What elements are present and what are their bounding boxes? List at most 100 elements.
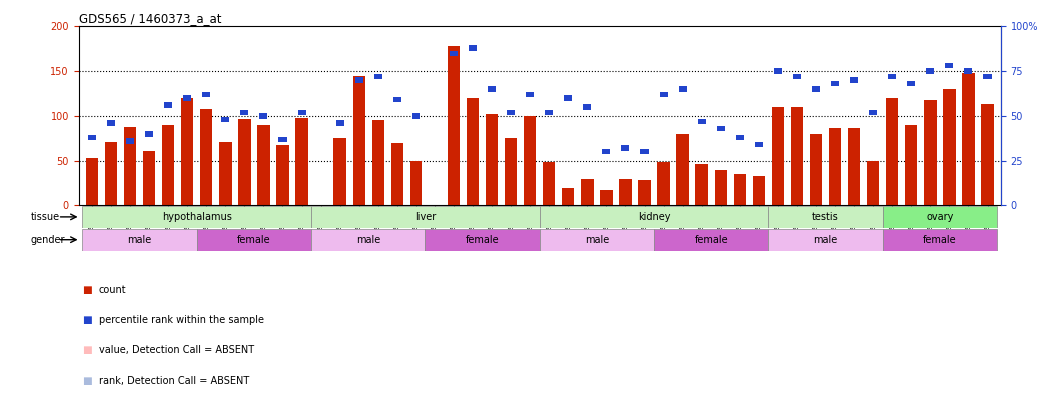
Bar xyxy=(221,117,230,122)
Bar xyxy=(202,92,211,97)
Bar xyxy=(773,68,782,74)
Bar xyxy=(372,120,384,205)
Text: ■: ■ xyxy=(82,285,91,294)
Bar xyxy=(543,162,555,205)
Bar xyxy=(926,68,935,74)
Bar xyxy=(924,100,937,205)
Text: value, Detection Call = ABSENT: value, Detection Call = ABSENT xyxy=(99,345,254,355)
Bar xyxy=(752,176,765,205)
Bar xyxy=(238,119,250,205)
Bar xyxy=(810,134,823,205)
Text: female: female xyxy=(923,235,957,245)
Bar xyxy=(848,128,860,205)
Bar xyxy=(311,206,540,228)
Bar xyxy=(734,174,746,205)
Bar xyxy=(505,138,518,205)
Bar xyxy=(943,89,956,205)
Bar xyxy=(905,125,917,205)
Bar xyxy=(889,74,896,79)
Bar xyxy=(240,110,248,115)
Bar xyxy=(564,95,572,101)
Bar xyxy=(412,113,420,119)
Text: ■: ■ xyxy=(82,376,91,386)
Bar xyxy=(107,120,115,126)
Text: tissue: tissue xyxy=(31,212,60,222)
Bar xyxy=(812,86,820,92)
Bar xyxy=(771,107,784,205)
Bar xyxy=(659,92,668,97)
Bar xyxy=(86,158,99,205)
Bar xyxy=(908,81,915,86)
Bar xyxy=(850,77,858,83)
Bar xyxy=(582,179,593,205)
Bar xyxy=(354,77,363,83)
Bar xyxy=(736,135,744,140)
Bar xyxy=(526,92,534,97)
Bar xyxy=(447,46,460,205)
Bar xyxy=(540,206,768,228)
Bar xyxy=(83,229,197,251)
Bar xyxy=(374,74,381,79)
Bar xyxy=(679,86,686,92)
Bar xyxy=(791,107,803,205)
Bar xyxy=(105,142,117,205)
Bar xyxy=(219,142,232,205)
Bar xyxy=(657,162,670,205)
Bar xyxy=(562,188,574,205)
Bar xyxy=(755,142,763,147)
Bar xyxy=(698,119,705,124)
Bar xyxy=(83,206,311,228)
Text: kidney: kidney xyxy=(638,212,671,222)
Bar xyxy=(257,125,269,205)
Bar xyxy=(183,95,191,101)
Bar xyxy=(311,229,425,251)
Bar xyxy=(981,104,994,205)
Bar xyxy=(181,98,194,205)
Bar xyxy=(964,68,973,74)
Bar xyxy=(425,229,540,251)
Bar xyxy=(619,179,632,205)
Bar xyxy=(260,113,267,119)
Bar xyxy=(333,138,346,205)
Bar xyxy=(545,110,553,115)
Text: ■: ■ xyxy=(82,345,91,355)
Bar xyxy=(486,114,498,205)
Bar xyxy=(882,206,997,228)
Bar xyxy=(638,179,651,205)
Text: female: female xyxy=(695,235,728,245)
Bar xyxy=(962,73,975,205)
Text: percentile rank within the sample: percentile rank within the sample xyxy=(99,315,263,325)
Text: hypothalamus: hypothalamus xyxy=(161,212,232,222)
Text: ovary: ovary xyxy=(926,212,954,222)
Bar xyxy=(640,149,649,154)
Bar xyxy=(869,110,877,115)
Bar xyxy=(945,63,954,68)
Bar xyxy=(768,229,882,251)
Bar xyxy=(601,190,613,205)
Text: GDS565 / 1460373_a_at: GDS565 / 1460373_a_at xyxy=(79,12,221,25)
Bar xyxy=(277,145,288,205)
Bar xyxy=(886,98,898,205)
Bar xyxy=(88,135,96,140)
Bar xyxy=(654,229,768,251)
Bar xyxy=(696,164,707,205)
Bar xyxy=(540,229,654,251)
Bar xyxy=(410,161,422,205)
Bar xyxy=(200,109,213,205)
Bar xyxy=(124,127,136,205)
Bar xyxy=(352,76,365,205)
Bar xyxy=(507,110,516,115)
Bar xyxy=(829,128,842,205)
Bar xyxy=(145,131,153,136)
Text: male: male xyxy=(585,235,609,245)
Bar xyxy=(197,229,311,251)
Bar xyxy=(279,136,286,142)
Text: count: count xyxy=(99,285,126,294)
Text: female: female xyxy=(237,235,270,245)
Bar xyxy=(488,86,496,92)
Bar xyxy=(450,51,458,56)
Bar xyxy=(466,98,479,205)
Bar xyxy=(162,125,174,205)
Text: liver: liver xyxy=(415,212,436,222)
Text: rank, Detection Call = ABSENT: rank, Detection Call = ABSENT xyxy=(99,376,248,386)
